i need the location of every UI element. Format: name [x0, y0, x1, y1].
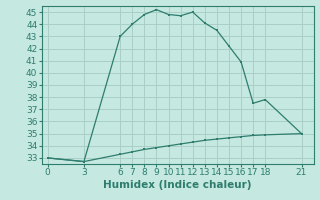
X-axis label: Humidex (Indice chaleur): Humidex (Indice chaleur) [103, 180, 252, 190]
